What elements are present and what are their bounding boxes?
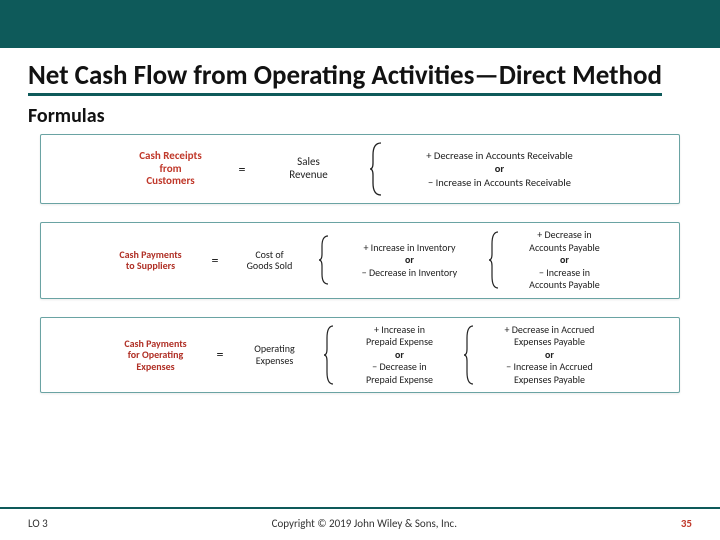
- brace-icon: [369, 141, 383, 197]
- text: Customers: [111, 175, 231, 188]
- formula3-adjustment-prepaid: + Increase in Prepaid Expense or − Decre…: [339, 324, 459, 387]
- title-block: Net Cash Flow from Operating Activities—…: [0, 48, 720, 98]
- text: + Decrease in: [504, 229, 624, 242]
- text: for Operating: [101, 349, 211, 361]
- equals-sign: =: [215, 346, 226, 363]
- copyright-text: Copyright © 2019 John Wiley & Sons, Inc.: [272, 517, 457, 530]
- formula3-adjustment-accrued: + Decrease in Accrued Expenses Payable o…: [479, 324, 619, 387]
- text: Accounts Payable: [504, 279, 624, 292]
- text: to Suppliers: [96, 260, 206, 272]
- header-bar: [0, 0, 720, 48]
- slide-title: Net Cash Flow from Operating Activities—…: [28, 60, 662, 96]
- formula2-adjustment-inventory: + Increase in Inventory or − Decrease in…: [334, 242, 484, 280]
- slide: Net Cash Flow from Operating Activities—…: [0, 0, 720, 540]
- text: or: [334, 254, 484, 267]
- page-number: 35: [681, 517, 692, 530]
- text: Cash Receipts: [111, 150, 231, 163]
- formula-row-receipts: Cash Receipts from Customers = Sales Rev…: [40, 134, 680, 204]
- text: − Increase in Accounts Receivable: [389, 176, 609, 189]
- formula2-base: Cost of Goods Sold: [224, 249, 314, 272]
- text: + Decrease in Accounts Receivable: [389, 149, 609, 162]
- text: − Decrease in: [339, 361, 459, 374]
- formulas-container: Cash Receipts from Customers = Sales Rev…: [0, 134, 720, 393]
- equals-sign: =: [210, 252, 221, 269]
- brace-icon: [463, 324, 475, 386]
- brace-icon: [323, 324, 335, 386]
- text: − Decrease in Inventory: [334, 267, 484, 280]
- formula-row-operating-expenses: Cash Payments for Operating Expenses = O…: [40, 317, 680, 394]
- formula3-base: Operating Expenses: [229, 343, 319, 366]
- formula1-base: Sales Revenue: [253, 156, 363, 181]
- text: Expenses Payable: [479, 336, 619, 349]
- equals-sign: =: [237, 161, 248, 178]
- text: or: [504, 254, 624, 267]
- learning-objective: LO 3: [28, 517, 48, 530]
- brace-icon: [318, 234, 330, 286]
- formula2-adjustment-payable: + Decrease in Accounts Payable or − Incr…: [504, 229, 624, 292]
- formula3-label: Cash Payments for Operating Expenses: [101, 338, 211, 373]
- text: Expenses Payable: [479, 374, 619, 387]
- formula1-label: Cash Receipts from Customers: [111, 150, 231, 188]
- formula1-adjustment: + Decrease in Accounts Receivable or − I…: [389, 149, 609, 188]
- formula2-label: Cash Payments to Suppliers: [96, 249, 206, 272]
- brace-icon: [488, 230, 500, 290]
- text: Expenses: [229, 355, 319, 367]
- text: − Increase in Accrued: [479, 361, 619, 374]
- text: Prepaid Expense: [339, 374, 459, 387]
- text: or: [389, 162, 609, 175]
- text: Prepaid Expense: [339, 336, 459, 349]
- footer: LO 3 Copyright © 2019 John Wiley & Sons,…: [0, 507, 720, 530]
- slide-subtitle: Formulas: [0, 98, 720, 134]
- text: Revenue: [253, 169, 363, 182]
- text: Expenses: [101, 361, 211, 373]
- formula-row-suppliers: Cash Payments to Suppliers = Cost of Goo…: [40, 222, 680, 299]
- text: Goods Sold: [224, 260, 314, 272]
